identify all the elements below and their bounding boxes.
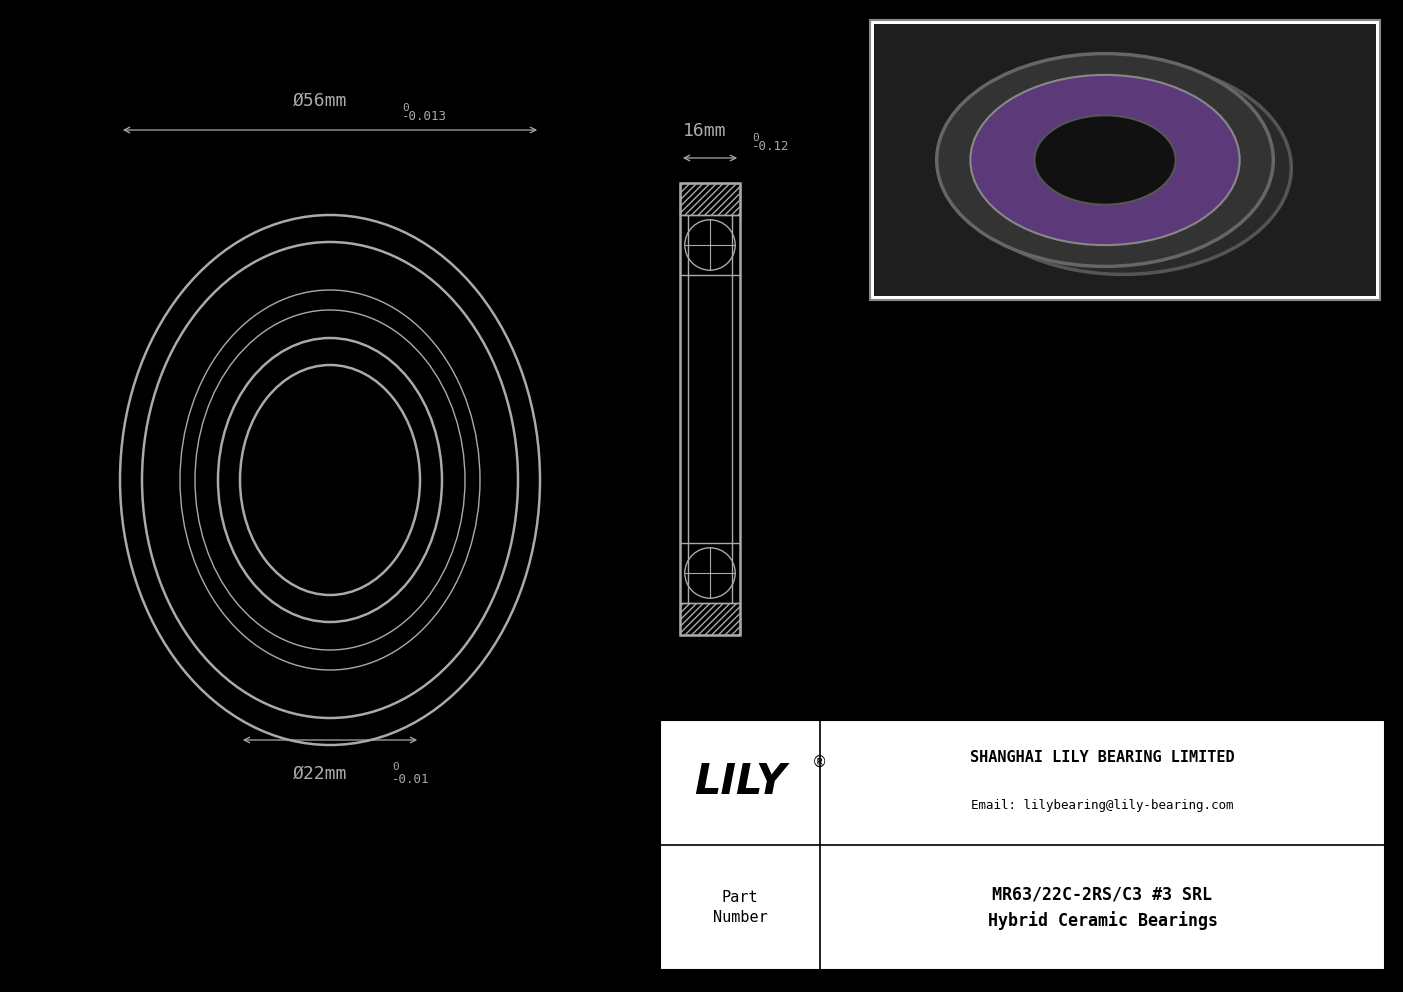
Text: -0.12: -0.12 [752,140,790,153]
Text: 0: 0 [752,133,759,143]
Text: -0.01: -0.01 [391,773,429,786]
Ellipse shape [937,54,1274,267]
Ellipse shape [971,74,1240,245]
Text: Part
Number: Part Number [713,890,767,926]
Text: LILY: LILY [694,762,786,804]
Text: 16mm: 16mm [683,122,727,140]
Text: Email: lilybearing@lily-bearing.com: Email: lilybearing@lily-bearing.com [971,799,1233,811]
Ellipse shape [1034,115,1176,204]
Bar [680,183,739,635]
Text: 0: 0 [391,762,398,772]
Ellipse shape [954,62,1291,275]
Bar [659,720,1385,970]
Text: SHANGHAI LILY BEARING LIMITED: SHANGHAI LILY BEARING LIMITED [971,750,1235,765]
Text: -0.013: -0.013 [403,110,448,123]
Bar [680,603,739,635]
Text: 0: 0 [403,103,408,113]
Text: Ø22mm: Ø22mm [293,765,347,783]
Text: MR63/22C-2RS/C3 #3 SRL
Hybrid Ceramic Bearings: MR63/22C-2RS/C3 #3 SRL Hybrid Ceramic Be… [988,885,1218,930]
Bar [680,183,739,215]
Text: Ø56mm: Ø56mm [293,92,347,110]
Text: ®: ® [812,755,828,770]
Bar [870,20,1381,300]
Bar [874,24,1376,296]
